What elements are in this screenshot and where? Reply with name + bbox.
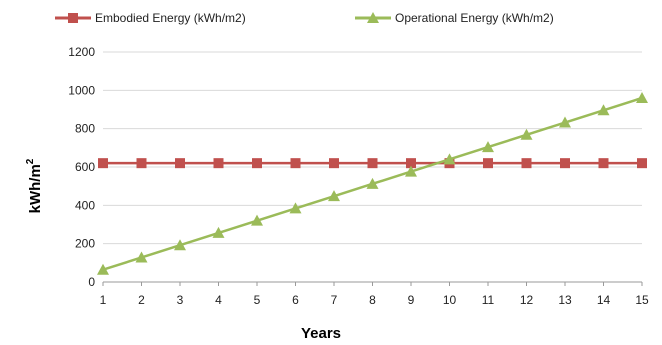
data-point-square: [213, 158, 224, 169]
x-axis-ticks: 1 2 3 4 5 6 7 8 9 10 11 12 13 14 15: [100, 282, 649, 307]
data-point-triangle: [597, 104, 610, 116]
data-point-triangle: [366, 177, 379, 189]
x-tick-label: 5: [254, 293, 261, 307]
x-tick-label: 14: [597, 293, 611, 307]
y-tick-label: 0: [88, 275, 95, 289]
gridlines: [103, 51, 642, 245]
data-point-triangle: [636, 92, 648, 103]
x-tick-label: 11: [482, 293, 495, 307]
x-tick-label: 10: [443, 293, 457, 307]
data-point-triangle: [443, 153, 456, 165]
legend-embodied-label: Embodied Energy (kWh/m2): [95, 11, 246, 25]
x-axis-title: Years: [301, 325, 341, 342]
y-tick-label: 1000: [68, 83, 95, 97]
data-point-square: [252, 158, 262, 169]
x-tick-label: 8: [369, 293, 376, 307]
data-point-square: [521, 158, 532, 169]
data-point-square: [136, 158, 147, 169]
data-point-square: [598, 158, 609, 169]
y-tick-label: 600: [75, 160, 95, 174]
data-point-triangle: [212, 226, 225, 238]
data-point-triangle: [482, 141, 494, 153]
data-point-square: [98, 158, 108, 169]
data-point-triangle: [97, 263, 109, 275]
x-tick-label: 4: [215, 293, 222, 307]
y-axis-title-text: kWh/m: [27, 164, 44, 213]
data-point-square: [367, 158, 378, 169]
data-point-triangle: [289, 202, 302, 214]
data-point-triangle: [135, 251, 148, 263]
data-point-triangle: [251, 214, 263, 226]
legend-item-embodied: Embodied Energy (kWh/m2): [55, 11, 246, 25]
y-axis-title: kWh/m2: [25, 158, 44, 213]
data-point-triangle: [174, 239, 186, 251]
x-tick-label: 3: [177, 293, 184, 307]
series-layer: [97, 92, 648, 275]
x-tick-label: 1: [100, 293, 107, 307]
series-embodied: [98, 158, 647, 169]
legend: Embodied Energy (kWh/m2) Operational Ene…: [55, 11, 554, 25]
data-point-square: [175, 158, 185, 169]
data-point-square: [637, 158, 647, 169]
series-operational: [97, 92, 648, 275]
x-tick-label: 15: [635, 293, 649, 307]
x-tick-label: 12: [520, 293, 534, 307]
y-tick-label: 400: [75, 198, 95, 212]
y-tick-label: 1200: [68, 45, 95, 59]
x-tick-label: 2: [138, 293, 145, 307]
data-point-square: [406, 158, 416, 169]
legend-operational-label: Operational Energy (kWh/m2): [395, 11, 554, 25]
data-point-square: [290, 158, 301, 169]
data-point-triangle: [520, 128, 533, 140]
y-tick-label: 200: [75, 237, 95, 251]
data-point-square: [329, 158, 339, 169]
data-point-triangle: [405, 165, 417, 177]
y-axis-ticks: 0 200 400 600 800 1000 1200: [68, 45, 95, 289]
y-tick-label: 800: [75, 122, 95, 136]
y-axis-title-superscript: 2: [25, 158, 36, 164]
x-tick-label: 6: [292, 293, 299, 307]
data-point-triangle: [328, 190, 340, 202]
legend-embodied-marker: [68, 13, 78, 23]
data-point-square: [560, 158, 570, 169]
legend-item-operational: Operational Energy (kWh/m2): [355, 11, 554, 25]
x-tick-label: 13: [558, 293, 572, 307]
x-tick-label: 7: [331, 293, 338, 307]
legend-operational-marker: [367, 12, 379, 23]
x-tick-label: 9: [408, 293, 415, 307]
data-point-triangle: [559, 116, 571, 128]
data-point-square: [483, 158, 493, 169]
